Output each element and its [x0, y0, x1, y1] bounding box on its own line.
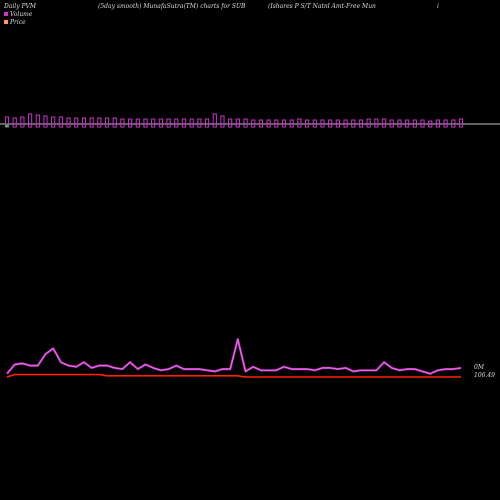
volume-bar: [451, 119, 456, 128]
volume-bar: [120, 118, 125, 128]
pvm-line-highlight: [6, 338, 462, 374]
volume-bar: [189, 118, 194, 128]
volume-bar: [104, 117, 110, 128]
chart-header-right: i: [437, 3, 439, 10]
volume-axis-label: 0M: [474, 364, 485, 371]
volume-bar: [412, 119, 417, 128]
volume-bar: [435, 119, 441, 128]
volume-bar: [251, 119, 256, 128]
legend-label-volume: Volume: [10, 10, 33, 18]
chart-header-subtitle: (Ishares P S/T Natnl Amt-Free Mun: [268, 3, 376, 10]
legend-swatch-volume: [4, 12, 8, 16]
legend-item-price: Price: [4, 18, 32, 26]
volume-bar: [374, 118, 379, 128]
volume-bar: [158, 118, 163, 128]
volume-bar: [235, 118, 240, 128]
volume-bar: [128, 118, 133, 128]
volume-bar: [58, 116, 63, 128]
volume-bar: [243, 118, 248, 128]
volume-bar: [81, 117, 87, 128]
volume-bar: [266, 119, 271, 128]
volume-bar: [458, 118, 464, 128]
volume-bar: [112, 117, 117, 128]
volume-bar: [35, 114, 40, 128]
volume-bar: [258, 119, 264, 128]
volume-bar: [351, 119, 356, 128]
price-axis-label: 106.49: [474, 372, 495, 379]
volume-bar: [97, 117, 102, 128]
volume-bar: [204, 118, 210, 128]
volume-bar: [274, 119, 279, 128]
volume-bar: [381, 118, 387, 128]
volume-bar: [197, 118, 202, 128]
volume-bar: [443, 119, 448, 128]
volume-bar: [297, 118, 302, 128]
volume-bar: [51, 116, 56, 128]
volume-bar: [89, 117, 94, 128]
volume-bar: [428, 120, 433, 128]
volume-bar: [27, 113, 33, 128]
volume-bar: [420, 119, 425, 128]
volume-bar: [228, 118, 233, 128]
volume-bar: [281, 119, 287, 128]
volume-bar: [43, 115, 48, 128]
volume-bar: [12, 117, 17, 128]
volume-bar: [358, 119, 364, 128]
volume-bar: [335, 119, 340, 128]
chart-header-left: Daily PVM: [4, 3, 37, 10]
volume-bar: [143, 118, 148, 128]
chart-legend: Volume Price: [4, 10, 32, 26]
chart-header-title: (5day smooth) MunafaSutra(TM) charts for…: [98, 3, 246, 10]
volume-bar: [397, 119, 402, 128]
volume-bar: [366, 118, 371, 128]
legend-label-price: Price: [10, 18, 26, 26]
volume-bar: [166, 118, 171, 128]
volume-bar: [135, 118, 140, 128]
legend-swatch-price: [4, 20, 8, 24]
volume-bar: [174, 118, 179, 128]
volume-bar: [328, 119, 333, 128]
volume-bar: [305, 119, 310, 128]
volume-bar: [220, 115, 225, 128]
volume-bar: [405, 119, 410, 128]
legend-item-volume: Volume: [4, 10, 32, 18]
volume-bar: [320, 119, 325, 128]
volume-bar: [66, 117, 71, 128]
volume-bar: [74, 117, 79, 128]
price-line: [6, 373, 461, 378]
volume-bar: [151, 118, 156, 128]
volume-bar: [312, 119, 317, 128]
volume-bar: [343, 119, 348, 128]
volume-bar-special: [5, 125, 9, 127]
volume-bar: [289, 119, 294, 128]
volume-bar: [20, 116, 25, 128]
volume-bar: [389, 119, 394, 128]
volume-bar: [212, 113, 217, 128]
volume-bar: [181, 118, 187, 128]
